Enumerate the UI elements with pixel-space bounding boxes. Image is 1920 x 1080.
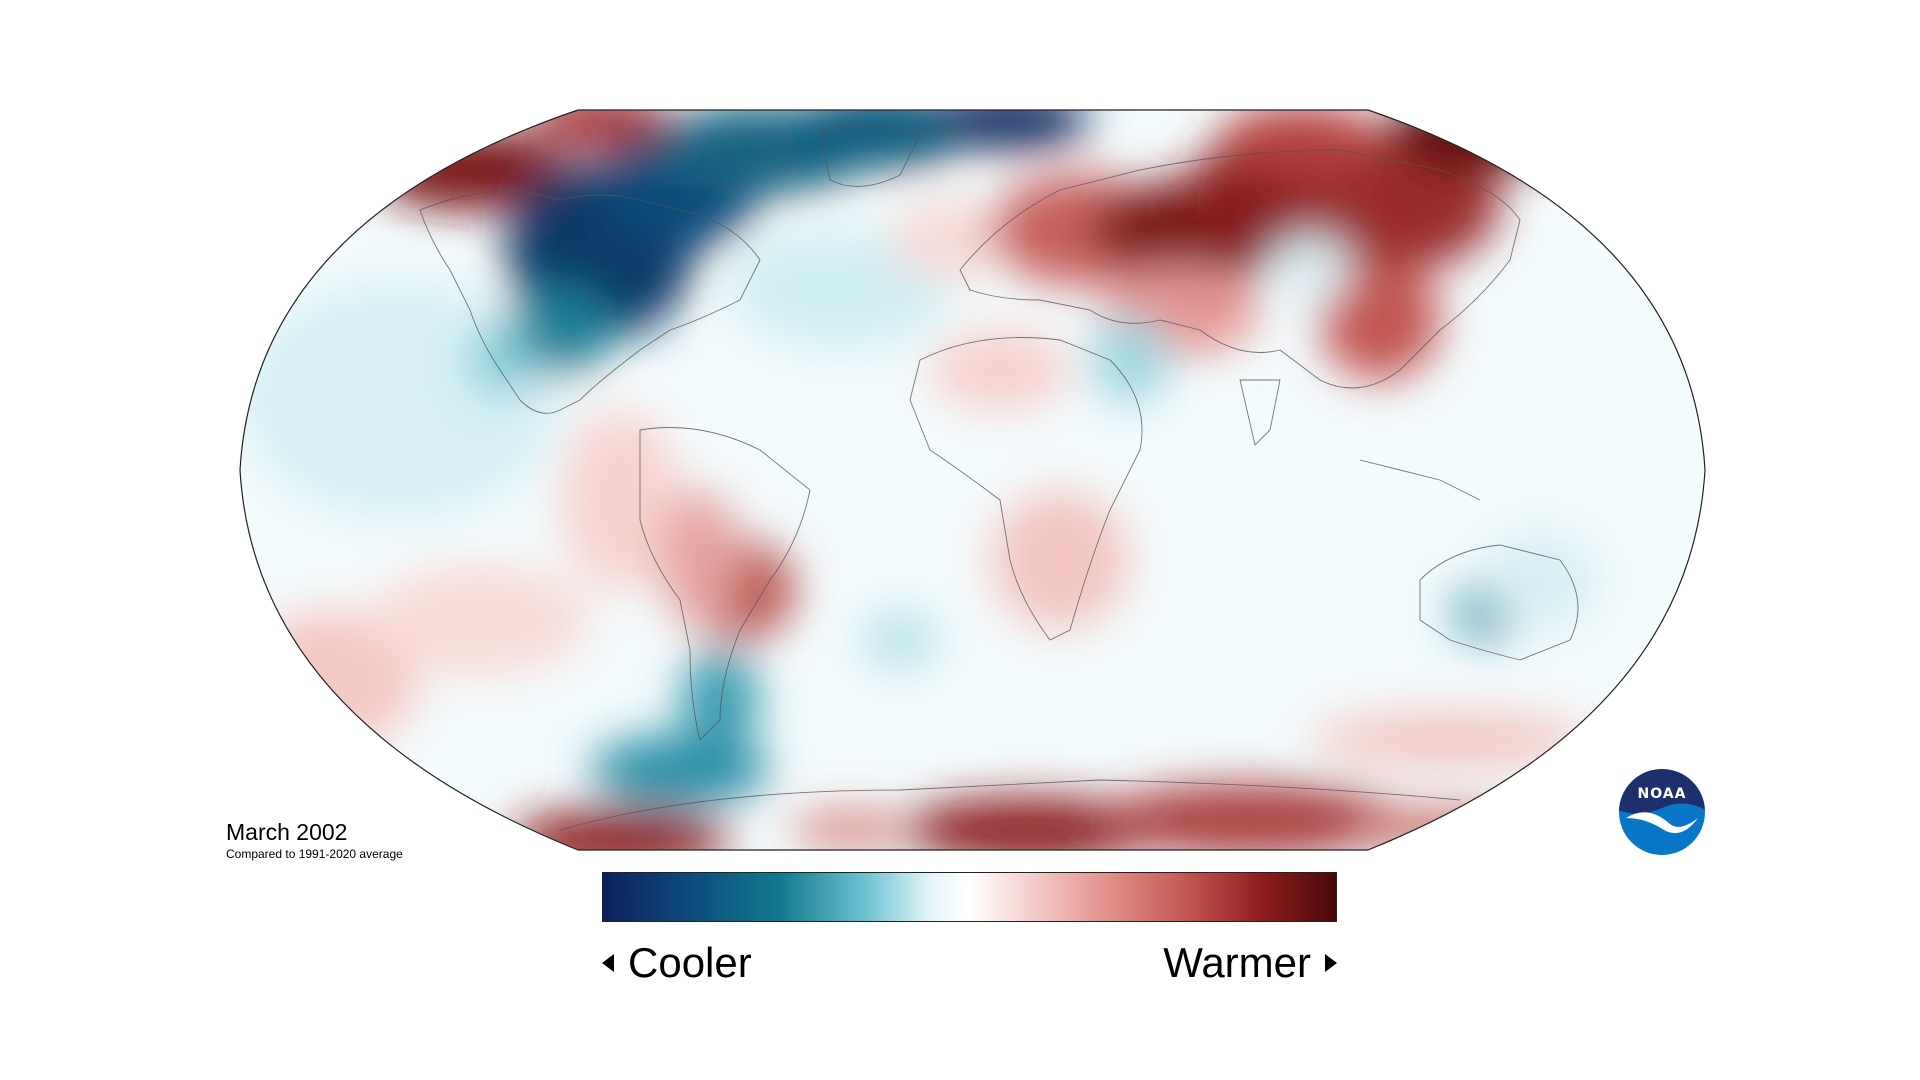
globe-outline (239, 109, 1706, 851)
map-title: March 2002 (226, 819, 348, 845)
noaa-logo-text: NOAA (1638, 786, 1687, 802)
noaa-logo: NOAA (1619, 769, 1705, 855)
map-caption: March 2002 Compared to 1991-2020 average (226, 818, 403, 862)
right-arrow-icon (1325, 954, 1337, 972)
map-subtitle: Compared to 1991-2020 average (226, 847, 403, 861)
legend-high: Warmer (1163, 935, 1337, 991)
legend-low: Cooler (602, 935, 752, 991)
legend-low-label: Cooler (628, 939, 752, 986)
legend-color-bar (602, 872, 1337, 922)
legend-high-label: Warmer (1163, 939, 1311, 986)
anomaly-field (240, 110, 1705, 850)
coastlines (419, 125, 1579, 831)
noaa-wave-icon (1626, 812, 1698, 834)
color-legend: Cooler Warmer (602, 872, 1337, 995)
left-arrow-icon (602, 954, 614, 972)
